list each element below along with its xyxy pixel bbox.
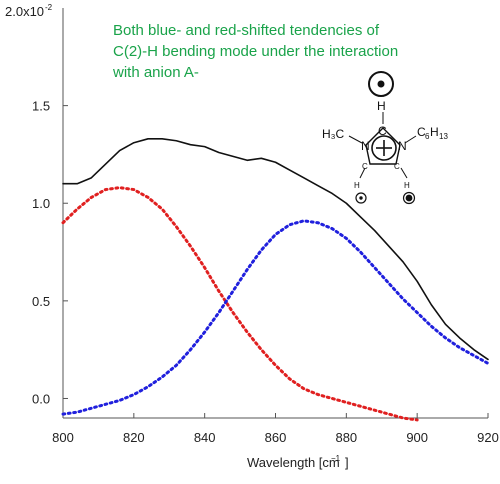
molecule-right-c: C [394,162,400,171]
y-top-label-base: 2.0x10 [5,4,44,19]
chart-annotation: Both blue- and red-shifted tendencies of… [112,22,398,81]
x-ticks: 800 820 840 860 880 900 920 [52,413,499,445]
y-tick-label: 1.5 [32,99,50,114]
x-tick-label: 840 [194,430,216,445]
molecule-left-h-bond [359,167,366,179]
molecule-right-n: N [398,139,407,153]
molecule-right-group-h: H [430,125,439,139]
series-line-blue-dotted [61,219,490,416]
y-top-label: 2.0x10 -2 [5,3,53,19]
molecule-left-n: N [361,139,370,153]
plus-charge-ring [371,135,397,161]
molecule-top-h: H [377,99,386,113]
y-tick-label: 0.5 [32,294,50,309]
right-dot-marker-core [405,194,413,202]
x-axis-title-text: Wavelength [cm [247,455,340,470]
x-tick-label: 920 [477,430,499,445]
series-layer [61,138,490,422]
molecule-right-group-base: C [417,125,426,139]
x-axis-title-close: ] [345,455,349,470]
x-tick-label: 820 [123,430,145,445]
molecule-right-group: C 6 H 13 [417,125,448,141]
x-axis-title: Wavelength [cm −1 ] [247,454,349,470]
molecule-right-group-sub1: 6 [425,132,430,141]
molecule-right-group-sub2: 13 [439,132,448,141]
right-dot-marker-ring [402,191,416,205]
molecule-diagram: H C N N C C H₃C C 6 H 13 H H [322,71,448,205]
molecule-right-group-bond [404,135,417,144]
annotation-line-3: with anion A- [112,64,199,81]
molecule-right-h-bond [400,167,408,179]
left-dot-marker-core [359,196,363,200]
y-tick-label: 1.0 [32,196,50,211]
x-axis-title-superscript: −1 [331,454,341,463]
imidazolium-ring [365,127,401,165]
x-tick-label: 880 [335,430,357,445]
molecule-left-group: H₃C [322,127,345,141]
molecule-left-c: C [362,162,368,171]
top-dot-marker-core [377,80,385,88]
series-line-black [62,138,489,361]
left-dot-marker-ring [355,192,367,204]
molecule-left-group-bond [348,135,363,144]
annotation-line-1: Both blue- and red-shifted tendencies of [113,22,380,39]
molecule-right-h: H [404,181,410,190]
y-top-label-exponent: -2 [45,3,53,12]
x-tick-label: 900 [406,430,428,445]
y-ticks: 0.0 0.5 1.0 1.5 [32,99,68,406]
x-tick-label: 860 [265,430,287,445]
series-line-red-dotted [61,186,419,422]
molecule-left-h: H [354,181,360,190]
x-tick-label: 800 [52,430,74,445]
y-tick-label: 0.0 [32,391,50,406]
molecule-c2-label: C [378,124,387,138]
annotation-line-2: C(2)-H bending mode under the interactio… [113,43,398,60]
top-dot-marker-ring [368,71,394,97]
